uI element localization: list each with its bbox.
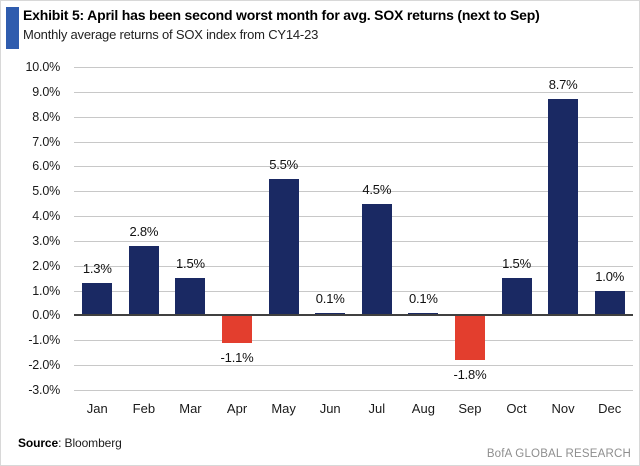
y-axis-tick-label: 2.0%: [32, 258, 60, 273]
source-label: Source: [18, 436, 59, 450]
bar-value-label-oct: 1.5%: [502, 256, 531, 272]
x-axis-month-label-dec: Dec: [598, 401, 622, 416]
gridline: [74, 166, 633, 168]
exhibit-accent-bar: [6, 7, 19, 49]
y-axis-tick-label: 7.0%: [32, 134, 60, 149]
bar-sep: [454, 315, 485, 361]
y-axis-tick-label: 10.0%: [25, 60, 61, 74]
exhibit-title: Exhibit 5: April has been second worst m…: [23, 7, 540, 23]
y-axis-tick-label: 0.0%: [32, 308, 60, 323]
bar-value-label-apr: -1.1%: [220, 349, 254, 365]
bar-value-label-sep: -1.8%: [453, 367, 487, 383]
y-axis-tick-label: 6.0%: [32, 159, 60, 174]
source-line: Source: Bloomberg: [18, 436, 122, 450]
gridline: [74, 365, 633, 367]
bar-value-label-may: 5.5%: [269, 156, 299, 172]
bar-apr: [222, 315, 253, 343]
bar-oct: [501, 278, 532, 316]
gridline: [74, 116, 633, 118]
bar-feb: [128, 245, 159, 316]
bar-value-label-dec: 1.0%: [595, 268, 625, 284]
bar-dec: [594, 290, 625, 316]
bar-value-label-jul: 4.5%: [362, 181, 392, 197]
gridline: [74, 216, 633, 218]
bar-mar: [175, 278, 206, 316]
bar-value-label-nov: 8.7%: [548, 77, 578, 93]
y-axis-tick-label: 9.0%: [32, 84, 60, 99]
x-axis-month-label-jun: Jun: [319, 401, 341, 416]
x-axis-month-label-sep: Sep: [458, 401, 482, 416]
y-axis-tick-label: 8.0%: [32, 109, 60, 124]
x-axis-month-label-may: May: [271, 401, 296, 416]
y-axis-tick-label: 4.0%: [32, 209, 60, 224]
y-axis-tick-label: 5.0%: [32, 184, 60, 199]
gridline: [74, 91, 633, 93]
bar-value-label-mar: 1.5%: [176, 256, 205, 272]
bar-jul: [361, 203, 392, 316]
x-axis-month-label-mar: Mar: [179, 401, 202, 416]
gridline: [74, 390, 633, 391]
y-axis-tick-label: 1.0%: [32, 283, 60, 298]
x-axis-month-label-nov: Nov: [551, 401, 575, 416]
x-axis-month-label-jan: Jan: [86, 401, 108, 416]
bar-may: [268, 178, 299, 316]
x-axis-month-label-oct: Oct: [506, 401, 527, 416]
brand-text: BofA GLOBAL RESEARCH: [486, 448, 631, 460]
x-axis-month-label-apr: Apr: [226, 401, 248, 416]
gridline: [74, 240, 633, 242]
x-axis-month-label-aug: Aug: [411, 401, 435, 416]
y-axis-tick-label: -1.0%: [28, 333, 60, 348]
bar-nov: [548, 99, 579, 316]
bar-jan: [82, 283, 113, 316]
bar-value-label-aug: 0.1%: [408, 290, 438, 306]
chart-subtitle: Monthly average returns of SOX index fro…: [23, 27, 319, 42]
x-axis-month-label-jul: Jul: [368, 401, 386, 416]
gridline: [74, 141, 633, 143]
y-axis-tick-label: -2.0%: [28, 358, 60, 373]
gridline: [74, 340, 633, 342]
source-value: : Bloomberg: [58, 436, 122, 450]
y-axis-tick-label: -3.0%: [28, 383, 60, 397]
bar-jun: [315, 312, 346, 316]
bar-aug: [408, 312, 439, 316]
x-axis-month-label-feb: Feb: [132, 401, 156, 416]
bar-value-label-jun: 0.1%: [315, 290, 345, 306]
zero-axis-line: [74, 314, 633, 317]
bar-value-label-jan: 1.3%: [82, 261, 112, 277]
gridline: [74, 265, 633, 267]
gridline: [74, 191, 633, 193]
bar-value-label-feb: 2.8%: [129, 223, 159, 239]
y-axis-tick-label: 3.0%: [32, 233, 60, 248]
gridline: [74, 290, 633, 292]
gridline: [74, 67, 633, 68]
